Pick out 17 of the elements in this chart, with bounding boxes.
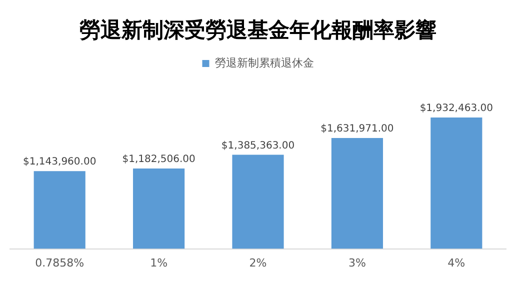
data-label: $1,182,506.00 (122, 154, 196, 166)
x-tick-label: 2% (249, 256, 267, 270)
legend-label: 勞退新制累積退休金 (214, 56, 314, 70)
bar (232, 154, 284, 249)
x-tick-label: 3% (348, 256, 366, 270)
bar (133, 168, 185, 249)
x-tick-label: 1% (150, 256, 168, 270)
bar (34, 171, 86, 249)
bar (430, 118, 482, 249)
data-label: $1,631,971.00 (320, 124, 394, 135)
data-label: $1,932,463.00 (420, 103, 493, 114)
data-label: $1,143,960.00 (23, 156, 96, 168)
data-label: $1,385,363.00 (221, 140, 295, 152)
bar (331, 138, 383, 249)
x-tick-label: 0.7858% (35, 256, 84, 270)
chart-title: 勞退新制深受勞退基金年化報酬率影響 (78, 17, 438, 44)
x-tick-label: 4% (448, 256, 466, 270)
